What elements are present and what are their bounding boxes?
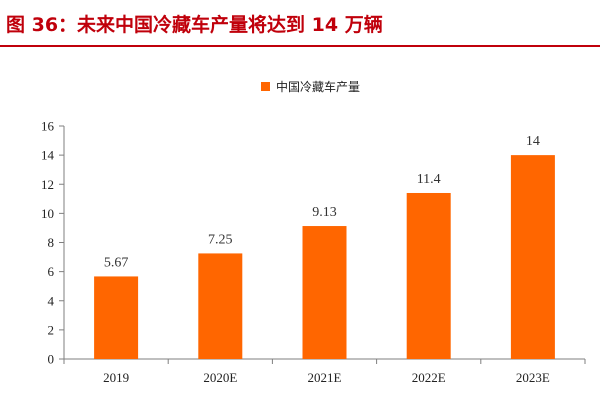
figure-title: 图 36：未来中国冷藏车产量将达到 14 万辆 [6,14,383,36]
x-tick-label-2020E: 2020E [203,370,237,385]
y-tick-label: 14 [41,148,55,163]
y-tick-label: 6 [48,264,55,279]
y-tick-label: 16 [41,119,55,134]
legend-swatch [261,82,270,91]
x-tick-label-2022E: 2022E [412,370,446,385]
title-divider [0,45,600,47]
x-tick-label-2019: 2019 [103,370,129,385]
x-tick-label-2021E: 2021E [308,370,342,385]
title-bar: 图 36：未来中国冷藏车产量将达到 14 万辆 [0,0,600,48]
y-tick-label: 10 [41,206,54,221]
bar-2020E [198,253,243,359]
x-tick-label-2023E: 2023E [516,370,550,385]
y-tick-label: 0 [48,352,55,367]
data-label-2022E: 11.4 [417,172,441,187]
data-label-2021E: 9.13 [312,205,337,220]
data-label-2019: 5.67 [104,255,129,270]
bar-2023E [510,155,555,359]
data-label-2020E: 7.25 [208,232,233,247]
y-tick-label: 4 [48,293,55,308]
bar-2022E [406,192,451,359]
bar-2021E [302,226,347,359]
legend-label: 中国冷藏车产量 [276,79,360,94]
y-tick-label: 12 [41,177,54,192]
y-tick-label: 2 [48,322,55,337]
data-label-2023E: 14 [526,134,540,149]
y-tick-label: 8 [48,235,55,250]
bar-2019 [94,276,139,359]
